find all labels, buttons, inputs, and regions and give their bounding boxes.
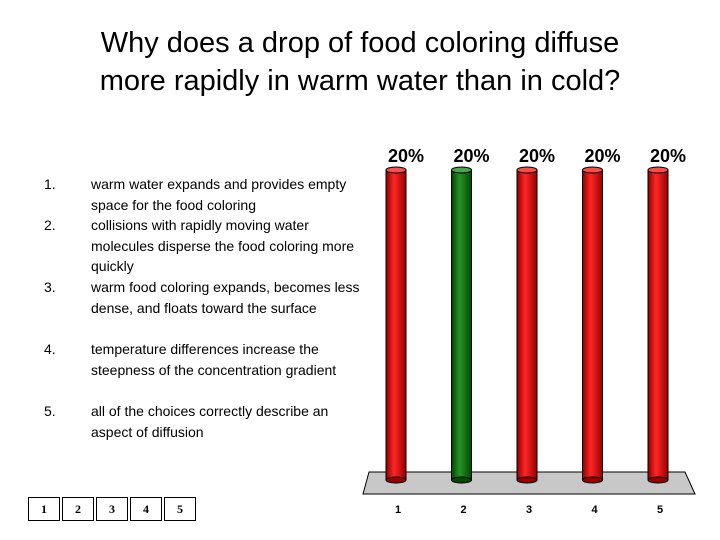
choice-text-3: warm food coloring expands, becomes less… xyxy=(91,279,360,316)
question-title-line-1: Why does a drop of food coloring diffuse xyxy=(100,27,620,59)
bar-base-2 xyxy=(451,476,472,484)
bar-1 xyxy=(385,166,407,484)
choice-number-5: 5. xyxy=(44,403,56,419)
data-label-2: 20% xyxy=(453,146,489,166)
bar-2 xyxy=(451,166,472,484)
question-title: Why does a drop of food coloring diffuse… xyxy=(40,24,680,100)
category-label-3: 3 xyxy=(526,504,532,516)
response-box-2: 2 xyxy=(62,497,94,521)
category-label-2: 2 xyxy=(460,504,466,516)
bar-base-4 xyxy=(582,476,603,484)
bar-top-4 xyxy=(582,166,603,174)
data-label-4: 20% xyxy=(584,146,620,166)
bar-base-3 xyxy=(516,476,538,484)
data-label-5: 20% xyxy=(650,146,686,166)
bar-body-5 xyxy=(647,169,669,481)
data-label-1: 20% xyxy=(388,146,424,166)
bar-body-3 xyxy=(516,169,538,481)
response-box-4: 4 xyxy=(130,497,162,521)
choice-number-3: 3. xyxy=(44,279,56,295)
response-box-5: 5 xyxy=(164,497,196,521)
bar-4 xyxy=(582,166,603,484)
bar-body-2 xyxy=(451,169,472,481)
bar-body-1 xyxy=(385,169,407,481)
choice-text-1: warm water expands and provides empty sp… xyxy=(91,176,347,213)
response-box-1: 1 xyxy=(28,497,60,521)
bar-base-1 xyxy=(385,476,407,484)
bar-top-2 xyxy=(451,166,472,174)
choice-text-5: all of the choices correctly describe an… xyxy=(91,403,329,440)
bar-top-5 xyxy=(647,166,669,174)
category-label-1: 1 xyxy=(395,504,401,516)
data-label-3: 20% xyxy=(519,146,555,166)
choice-text-4: temperature differences increase the ste… xyxy=(91,341,337,378)
bar-5 xyxy=(647,166,669,484)
choice-number-1: 1. xyxy=(44,176,56,192)
choice-number-4: 4. xyxy=(44,341,56,357)
choice-number-2: 2. xyxy=(44,217,56,233)
question-title-line-2: more rapidly in warm water than in cold? xyxy=(99,65,621,97)
choice-text-2: collisions with rapidly moving water mol… xyxy=(91,217,355,274)
category-label-5: 5 xyxy=(657,504,663,516)
bar-3 xyxy=(516,166,538,484)
response-boxes: 1 2 3 4 5 xyxy=(28,497,198,521)
bar-base-5 xyxy=(647,476,669,484)
category-label-4: 4 xyxy=(591,504,598,516)
bar-top-3 xyxy=(516,166,538,174)
response-box-3: 3 xyxy=(96,497,128,521)
bar-body-4 xyxy=(582,169,603,481)
bar-top-1 xyxy=(385,166,407,174)
